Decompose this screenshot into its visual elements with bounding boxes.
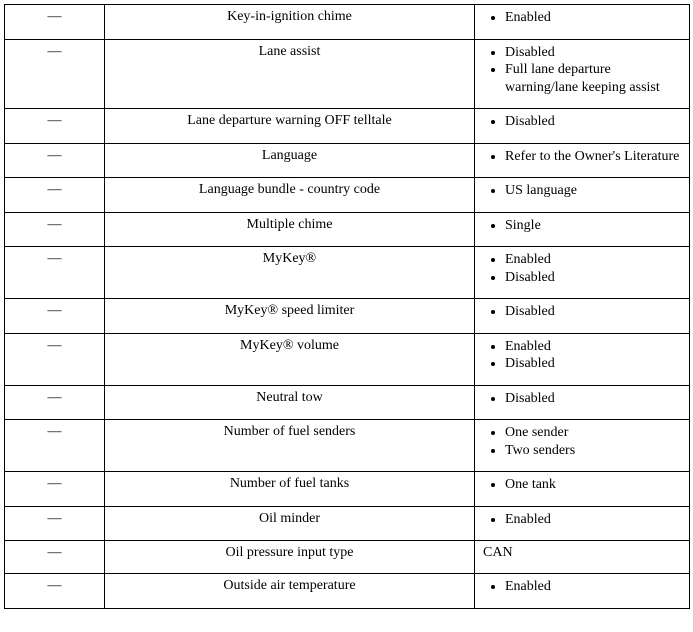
- cell-param-values: Disabled: [475, 385, 690, 420]
- cell-param-values: Disabled: [475, 299, 690, 334]
- table-row: —Oil minder Enabled: [5, 506, 690, 541]
- table-row: —MyKey®EnabledDisabled: [5, 247, 690, 299]
- value-list: Disabled: [481, 390, 683, 408]
- value-item: Disabled: [505, 303, 683, 321]
- cell-dash: —: [5, 5, 105, 40]
- cell-param-values: EnabledDisabled: [475, 247, 690, 299]
- value-list: Disabled: [481, 303, 683, 321]
- cell-param-name: Lane assist: [105, 39, 475, 109]
- cell-dash: —: [5, 574, 105, 609]
- config-table-body: —Key-in-ignition chimeEnabled—Lane assis…: [5, 5, 690, 609]
- cell-dash: —: [5, 143, 105, 178]
- cell-dash: —: [5, 247, 105, 299]
- value-list: EnabledDisabled: [481, 338, 683, 373]
- table-row: —Neutral tow Disabled: [5, 385, 690, 420]
- cell-param-name: Multiple chime: [105, 212, 475, 247]
- value-list: US language: [481, 182, 683, 200]
- cell-param-name: Oil minder: [105, 506, 475, 541]
- cell-dash: —: [5, 333, 105, 385]
- value-item: Refer to the Owner's Literature: [505, 148, 683, 166]
- cell-param-values: CAN: [475, 541, 690, 574]
- table-row: —Number of fuel tanks One tank: [5, 472, 690, 507]
- cell-dash: —: [5, 299, 105, 334]
- cell-param-name: Outside air temperature: [105, 574, 475, 609]
- value-item: Disabled: [505, 355, 683, 373]
- table-row: —Lane departure warning OFF telltale Disa…: [5, 109, 690, 144]
- cell-param-name: MyKey® speed limiter: [105, 299, 475, 334]
- value-list: One tank: [481, 476, 683, 494]
- table-row: —Lane assistDisabledFull lane departure …: [5, 39, 690, 109]
- cell-param-name: Number of fuel tanks: [105, 472, 475, 507]
- cell-param-values: One senderTwo senders: [475, 420, 690, 472]
- cell-param-values: Refer to the Owner's Literature: [475, 143, 690, 178]
- cell-dash: —: [5, 109, 105, 144]
- value-item: Enabled: [505, 578, 683, 596]
- cell-param-values: One tank: [475, 472, 690, 507]
- value-item: Enabled: [505, 251, 683, 269]
- table-row: —Language bundle - country code US langua…: [5, 178, 690, 213]
- cell-param-values: Single: [475, 212, 690, 247]
- cell-param-name: Language bundle - country code: [105, 178, 475, 213]
- cell-param-values: US language: [475, 178, 690, 213]
- cell-param-name: Oil pressure input type: [105, 541, 475, 574]
- value-list: Single: [481, 217, 683, 235]
- cell-dash: —: [5, 420, 105, 472]
- cell-param-values: Enabled: [475, 506, 690, 541]
- value-item: Disabled: [505, 44, 683, 62]
- value-item: Enabled: [505, 9, 683, 27]
- value-item: Full lane departure warning/lane keeping…: [505, 61, 683, 96]
- value-item: Single: [505, 217, 683, 235]
- value-item: US language: [505, 182, 683, 200]
- cell-param-name: Number of fuel senders: [105, 420, 475, 472]
- cell-param-values: DisabledFull lane departure warning/lane…: [475, 39, 690, 109]
- cell-param-values: Enabled: [475, 5, 690, 40]
- cell-dash: —: [5, 472, 105, 507]
- cell-param-name: Neutral tow: [105, 385, 475, 420]
- cell-param-name: MyKey® volume: [105, 333, 475, 385]
- value-list: Enabled: [481, 578, 683, 596]
- value-item: Enabled: [505, 511, 683, 529]
- value-item: Disabled: [505, 113, 683, 131]
- cell-dash: —: [5, 178, 105, 213]
- value-list: Enabled: [481, 511, 683, 529]
- value-item: Disabled: [505, 269, 683, 287]
- value-item: One tank: [505, 476, 683, 494]
- cell-param-values: EnabledDisabled: [475, 333, 690, 385]
- value-list: DisabledFull lane departure warning/lane…: [481, 44, 683, 97]
- cell-param-name: Lane departure warning OFF telltale: [105, 109, 475, 144]
- table-row: —Language Refer to the Owner's Literature: [5, 143, 690, 178]
- table-row: —MyKey® volumeEnabledDisabled: [5, 333, 690, 385]
- cell-dash: —: [5, 506, 105, 541]
- value-item: Enabled: [505, 338, 683, 356]
- table-row: —Outside air temperature Enabled: [5, 574, 690, 609]
- value-list: One senderTwo senders: [481, 424, 683, 459]
- cell-dash: —: [5, 39, 105, 109]
- table-row: —Multiple chime Single: [5, 212, 690, 247]
- table-row: —Oil pressure input type CAN: [5, 541, 690, 574]
- table-row: —Number of fuel sendersOne senderTwo sen…: [5, 420, 690, 472]
- cell-param-name: Language: [105, 143, 475, 178]
- value-list: EnabledDisabled: [481, 251, 683, 286]
- value-list: Disabled: [481, 113, 683, 131]
- config-table: —Key-in-ignition chimeEnabled—Lane assis…: [4, 4, 690, 609]
- cell-param-name: Key-in-ignition chime: [105, 5, 475, 40]
- value-item: Two senders: [505, 442, 683, 460]
- value-list: Enabled: [481, 9, 683, 27]
- cell-dash: —: [5, 212, 105, 247]
- cell-param-values: Disabled: [475, 109, 690, 144]
- table-row: —MyKey® speed limiter Disabled: [5, 299, 690, 334]
- value-item: Disabled: [505, 390, 683, 408]
- value-list: Refer to the Owner's Literature: [481, 148, 683, 166]
- cell-dash: —: [5, 385, 105, 420]
- table-row: —Key-in-ignition chime Enabled: [5, 5, 690, 40]
- value-plain: CAN: [481, 545, 513, 560]
- value-item: One sender: [505, 424, 683, 442]
- cell-param-name: MyKey®: [105, 247, 475, 299]
- cell-dash: —: [5, 541, 105, 574]
- cell-param-values: Enabled: [475, 574, 690, 609]
